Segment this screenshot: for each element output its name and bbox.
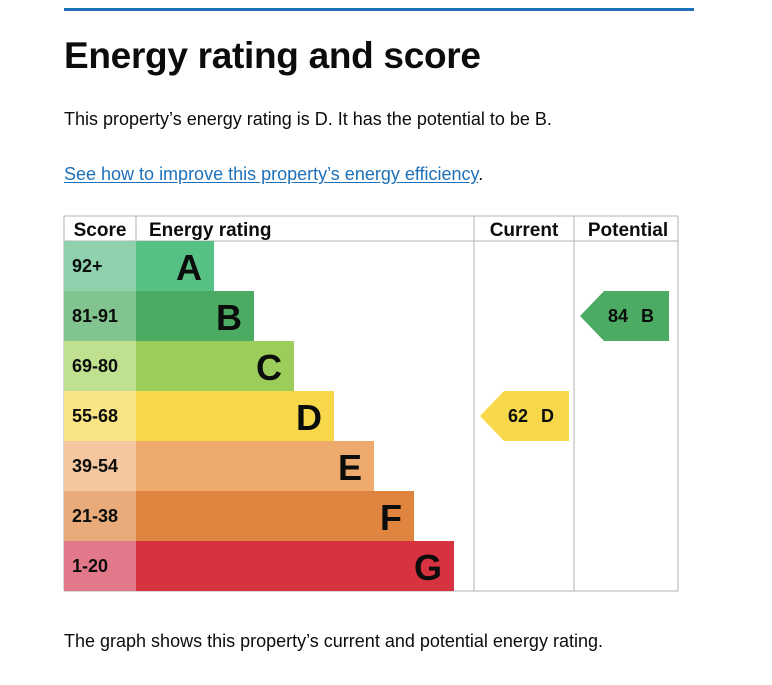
top-rule [64,8,694,11]
band-row-f: 21-38 F [64,491,414,541]
score-range-c: 69-80 [72,356,118,376]
link-trailing-period: . [478,164,484,184]
potential-rating-marker-score: 84 [608,306,628,326]
header-energy-rating: Energy rating [149,220,271,241]
band-row-e: 39-54 E [64,441,374,491]
band-bar-d [136,391,334,441]
score-cell-a [64,241,136,291]
band-letter-c: C [256,347,282,388]
epc-bands: 92+ A 81-91 B 69-80 C 55-68 D 39-54 E 21-38 F 1-20 G [64,241,454,591]
band-letter-a: A [176,247,202,288]
band-bar-e [136,441,374,491]
band-letter-b: B [216,297,242,338]
score-cell-d [64,391,136,441]
current-rating-marker-score: 62 [508,406,528,426]
rating-summary: This property’s energy rating is D. It h… [64,109,552,129]
current-rating-marker-arrow [480,391,569,441]
score-cell-g [64,541,136,591]
potential-rating-marker-arrow [580,291,669,341]
potential-rating-marker: 84 B [580,291,669,341]
band-bar-c [136,341,294,391]
score-range-a: 92+ [72,256,103,276]
score-range-d: 55-68 [72,406,118,426]
score-cell-b [64,291,136,341]
header-potential: Potential [588,220,668,241]
band-row-c: 69-80 C [64,341,294,391]
score-range-f: 21-38 [72,506,118,526]
band-row-a: 92+ A [64,241,214,291]
band-bar-g [136,541,454,591]
score-cell-f [64,491,136,541]
improve-link-line: See how to improve this property’s energ… [64,162,483,186]
score-cell-c [64,341,136,391]
epc-markers: 62 D 84 B [480,291,669,441]
graph-caption: The graph shows this property’s current … [64,631,603,651]
band-letter-d: D [296,397,322,438]
score-range-g: 1-20 [72,556,108,576]
band-row-b: 81-91 B [64,291,254,341]
band-row-g: 1-20 G [64,541,454,591]
current-rating-marker-letter: D [541,406,554,426]
potential-rating-marker-letter: B [641,306,654,326]
band-bar-a [136,241,214,291]
page-title: Energy rating and score [64,35,481,76]
header-score: Score [74,220,127,241]
improve-efficiency-link[interactable]: See how to improve this property’s energ… [64,164,479,184]
band-row-d: 55-68 D [64,391,334,441]
current-rating-marker: 62 D [480,391,569,441]
band-bar-b [136,291,254,341]
band-letter-f: F [380,497,402,538]
band-letter-g: G [414,547,442,588]
band-letter-e: E [338,447,362,488]
band-bar-f [136,491,414,541]
score-range-e: 39-54 [72,456,118,476]
score-cell-e [64,441,136,491]
score-range-b: 81-91 [72,306,118,326]
header-current: Current [490,220,559,241]
